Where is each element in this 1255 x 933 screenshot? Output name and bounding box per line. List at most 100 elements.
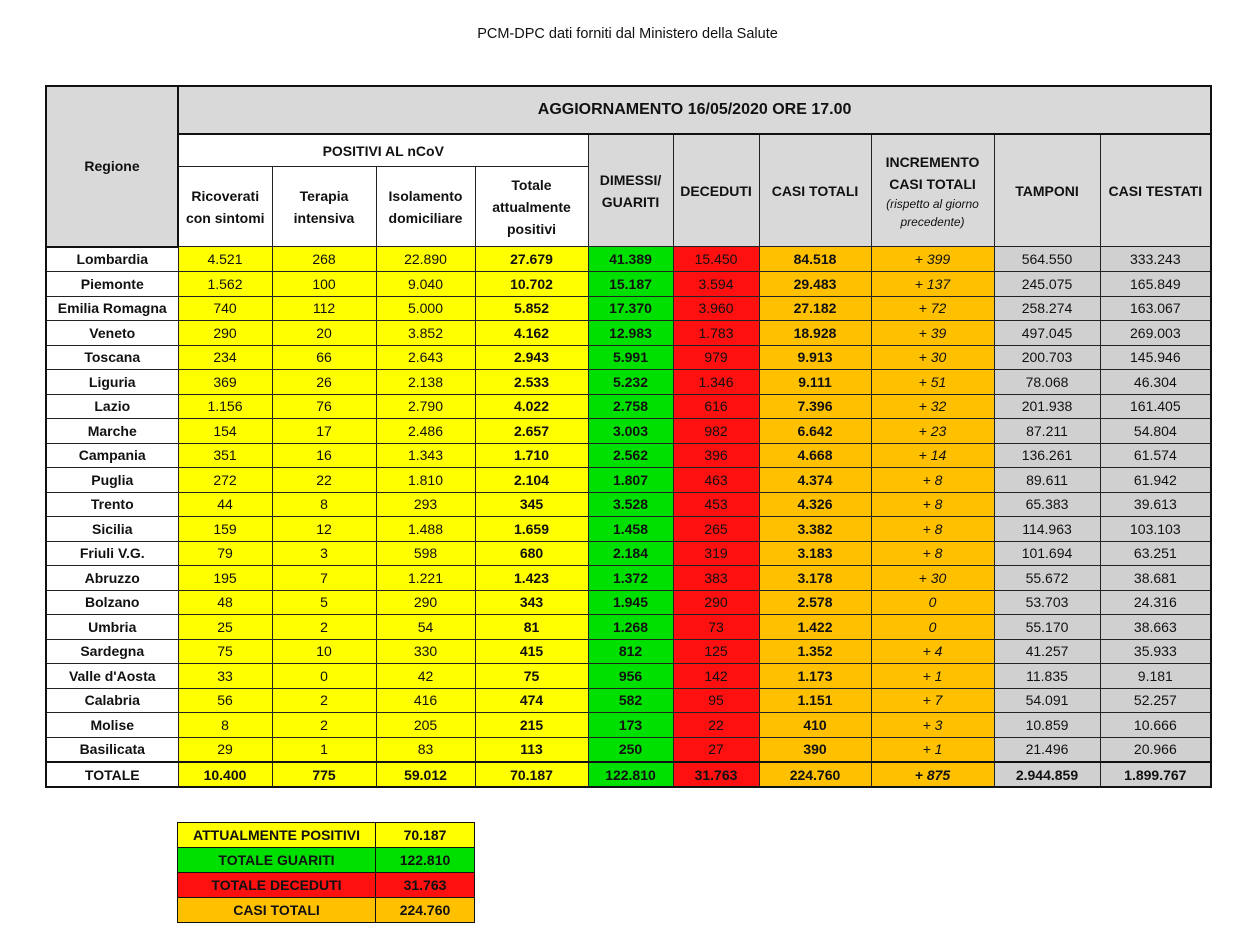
header-ricoverati: Ricoverati con sintomi [177,166,273,247]
cell-casi-totali: 3.183 [758,540,872,566]
cell-tamponi: 497.045 [993,320,1101,346]
cell-incremento: + 1 [870,736,995,763]
cell-casi-testati: 1.899.767 [1099,761,1212,788]
cell-ricoverati: 272 [177,467,273,493]
cell-tamponi: 114.963 [993,516,1101,542]
cell-ricoverati: 44 [177,491,273,517]
cell-tamponi: 10.859 [993,712,1101,738]
cell-terapia: 1 [271,736,377,763]
cell-terapia: 22 [271,467,377,493]
cell-regione: Lazio [45,393,179,419]
cell-dimessi: 956 [587,663,674,689]
cell-terapia: 100 [271,271,377,297]
cell-tamponi: 258.274 [993,295,1101,321]
cell-isolamento: 2.138 [375,369,476,395]
cell-ricoverati: 195 [177,565,273,591]
cell-isolamento: 598 [375,540,476,566]
cell-terapia: 112 [271,295,377,321]
cell-deceduti: 290 [672,589,760,615]
cell-tamponi: 11.835 [993,663,1101,689]
summary-label: TOTALE GUARITI [177,847,376,873]
cell-incremento: + 4 [870,638,995,664]
cell-casi-totali: 1.422 [758,614,872,640]
cell-casi-testati: 161.405 [1099,393,1212,419]
header-tamponi: TAMPONI [993,133,1101,247]
cell-totale-positivi: 1.659 [474,516,589,542]
cell-deceduti: 15.450 [672,246,760,272]
table-body: Lombardia 4.521 268 22.890 27.679 41.389 15.45… [45,246,1212,788]
cell-deceduti: 142 [672,663,760,689]
cell-tamponi: 87.211 [993,418,1101,444]
covid-regional-table: Regione AGGIORNAMENTO 16/05/2020 ORE 17.… [45,85,1213,788]
table-row: Abruzzo 195 7 1.221 1.423 1.372 383 3.178 + 30 55… [45,565,1212,591]
cell-regione: Abruzzo [45,565,179,591]
cell-casi-totali: 3.382 [758,516,872,542]
cell-terapia: 76 [271,393,377,419]
cell-casi-testati: 333.243 [1099,246,1212,272]
cell-totale-positivi: 345 [474,491,589,517]
cell-deceduti: 383 [672,565,760,591]
cell-casi-testati: 163.067 [1099,295,1212,321]
cell-totale-positivi: 2.657 [474,418,589,444]
cell-ricoverati: 75 [177,638,273,664]
cell-dimessi: 250 [587,736,674,763]
cell-terapia: 2 [271,712,377,738]
table-row: Calabria 56 2 416 474 582 95 1.151 + 7 54.091 52.2… [45,687,1212,713]
header-positivi-group: POSITIVI AL nCoV [177,133,589,167]
table-row: Friuli V.G. 79 3 598 680 2.184 319 3.183 + 8 101.… [45,540,1212,566]
cell-totale-positivi: 70.187 [474,761,589,788]
cell-totale-positivi: 4.162 [474,320,589,346]
cell-tamponi: 78.068 [993,369,1101,395]
summary-value: 31.763 [375,872,475,898]
header-incremento-note: (rispetto al giorno precedente) [886,196,979,229]
cell-tamponi: 89.611 [993,467,1101,493]
totals-row: TOTALE 10.400 775 59.012 70.187 122.810 31.763… [45,761,1212,788]
header-incremento-label: INCREMENTO CASI TOTALI [885,153,980,192]
cell-isolamento: 290 [375,589,476,615]
cell-isolamento: 1.221 [375,565,476,591]
cell-tamponi: 2.944.859 [993,761,1101,788]
cell-isolamento: 1.343 [375,442,476,468]
cell-casi-totali: 7.396 [758,393,872,419]
cell-casi-totali: 1.151 [758,687,872,713]
cell-isolamento: 1.488 [375,516,476,542]
cell-deceduti: 265 [672,516,760,542]
cell-terapia: 3 [271,540,377,566]
cell-terapia: 17 [271,418,377,444]
cell-dimessi: 15.187 [587,271,674,297]
cell-regione: Valle d'Aosta [45,663,179,689]
cell-regione: Sardegna [45,638,179,664]
cell-casi-totali: 29.483 [758,271,872,297]
cell-casi-testati: 20.966 [1099,736,1212,763]
cell-casi-testati: 61.942 [1099,467,1212,493]
header-deceduti: DECEDUTI [672,133,760,247]
cell-deceduti: 453 [672,491,760,517]
cell-dimessi: 122.810 [587,761,674,788]
cell-regione: Lombardia [45,246,179,272]
cell-totale-positivi: 4.022 [474,393,589,419]
cell-casi-totali: 27.182 [758,295,872,321]
cell-ricoverati: 48 [177,589,273,615]
cell-ricoverati: 351 [177,442,273,468]
cell-ricoverati: 56 [177,687,273,713]
table-row: Sardegna 75 10 330 415 812 125 1.352 + 4 41.257 35… [45,638,1212,664]
cell-dimessi: 1.458 [587,516,674,542]
cell-terapia: 5 [271,589,377,615]
header-regione: Regione [45,85,179,248]
cell-totale-positivi: 2.104 [474,467,589,493]
cell-isolamento: 3.852 [375,320,476,346]
cell-dimessi: 2.758 [587,393,674,419]
cell-incremento: + 72 [870,295,995,321]
summary-label: ATTUALMENTE POSITIVI [177,822,376,848]
cell-deceduti: 31.763 [672,761,760,788]
table-row: Toscana 234 66 2.643 2.943 5.991 979 9.913 + 30 2… [45,344,1212,370]
cell-casi-totali: 1.173 [758,663,872,689]
cell-incremento: + 3 [870,712,995,738]
cell-casi-totali: 410 [758,712,872,738]
header-casi-totali: CASI TOTALI [758,133,872,247]
cell-dimessi: 1.372 [587,565,674,591]
cell-isolamento: 2.643 [375,344,476,370]
cell-terapia: 2 [271,687,377,713]
cell-ricoverati: 4.521 [177,246,273,272]
table-row: Lombardia 4.521 268 22.890 27.679 41.389 15.45… [45,246,1212,272]
